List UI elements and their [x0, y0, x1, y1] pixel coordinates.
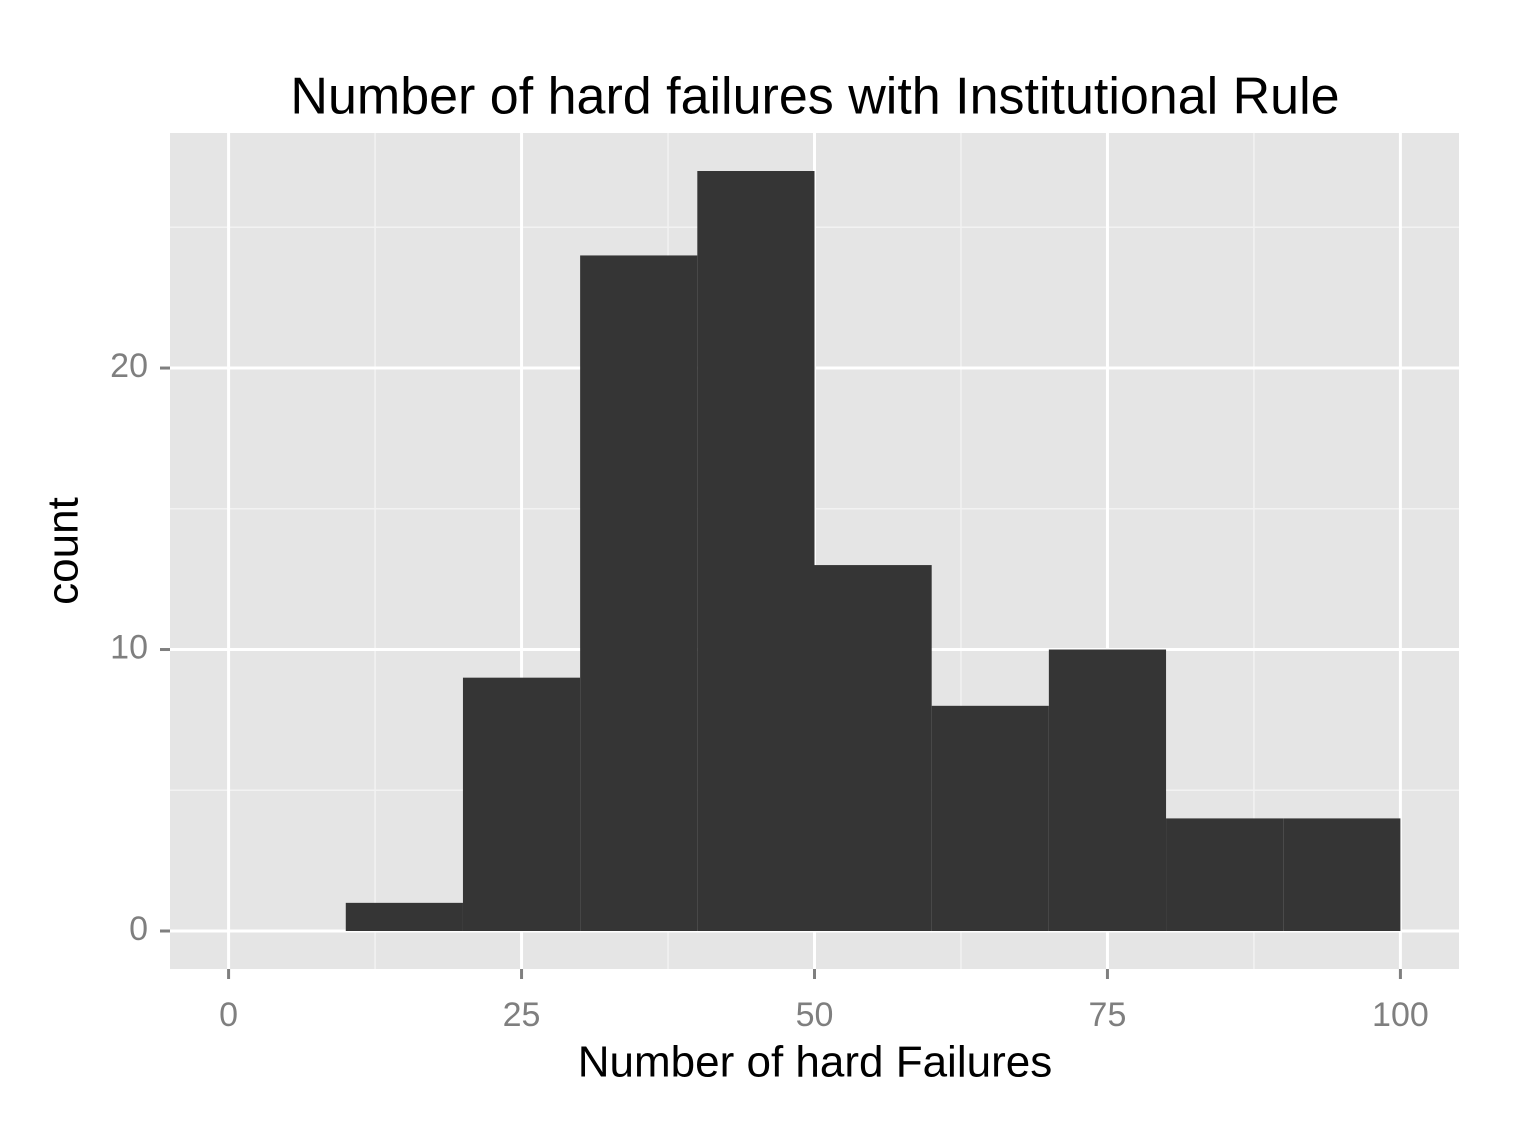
chart-title: Number of hard failures with Institution…	[290, 68, 1339, 126]
x-tick-label: 0	[219, 996, 238, 1034]
bars	[345, 171, 1401, 931]
bar	[814, 565, 932, 931]
y-tick-label: 20	[110, 347, 148, 385]
bar	[462, 677, 581, 931]
x-tick-label: 50	[796, 996, 834, 1034]
y-tick-label: 0	[129, 910, 148, 948]
x-tick-label: 75	[1089, 996, 1127, 1034]
axes: 0 25 50 75 100 0 10 20	[110, 347, 1429, 1034]
x-tick-label: 25	[503, 996, 541, 1034]
bar	[580, 255, 698, 931]
bar	[1283, 818, 1401, 931]
x-tick-label: 100	[1372, 996, 1429, 1034]
bar	[345, 902, 463, 931]
y-axis-label: count	[39, 497, 88, 605]
bar	[1048, 649, 1167, 931]
bar	[1166, 818, 1284, 931]
bar	[931, 705, 1049, 931]
bar	[697, 171, 815, 931]
y-tick-label: 10	[110, 629, 148, 667]
x-axis-label: Number of hard Failures	[578, 1038, 1052, 1087]
